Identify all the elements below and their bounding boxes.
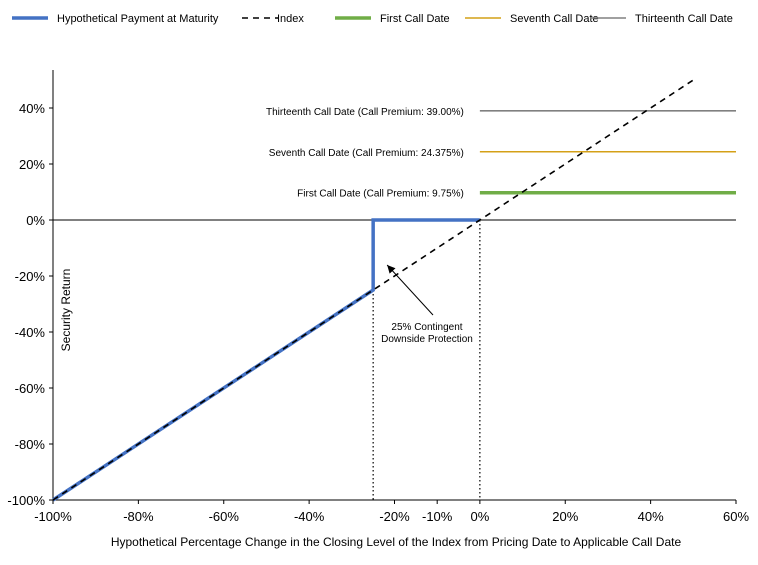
y-tick-label: -60% bbox=[15, 381, 46, 396]
legend: Hypothetical Payment at Maturity Index Fir… bbox=[12, 13, 733, 25]
legend-thirteenth-call-date-label: Thirteenth Call Date bbox=[635, 13, 733, 25]
y-tick-label: -20% bbox=[15, 269, 46, 284]
annotation-arrow bbox=[386, 264, 434, 316]
index-line bbox=[52, 79, 694, 501]
x-tick-label: -10% bbox=[422, 509, 453, 524]
x-tick-label: -20% bbox=[379, 509, 410, 524]
x-axis-title: Hypothetical Percentage Change in the Cl… bbox=[111, 535, 682, 549]
x-axis-ticks: -100% -80% -60% -40% -20% -10% 0% 20% 40% 60% bbox=[34, 500, 749, 524]
x-tick-label: 20% bbox=[552, 509, 578, 524]
x-tick-label: 40% bbox=[638, 509, 664, 524]
y-tick-label: -100% bbox=[7, 493, 45, 508]
annotation-arrowhead bbox=[387, 265, 396, 274]
x-tick-label: 60% bbox=[723, 509, 749, 524]
annotation-text: 25% Contingent bbox=[391, 322, 462, 333]
y-tick-label: -40% bbox=[15, 325, 46, 340]
legend-seventh-call-date-label: Seventh Call Date bbox=[510, 13, 599, 25]
legend-first-call-date-label: First Call Date bbox=[380, 13, 450, 25]
y-tick-label: 0% bbox=[26, 213, 45, 228]
legend-index-label: Index bbox=[277, 13, 304, 25]
call-date-label: Thirteenth Call Date (Call Premium: 39.0… bbox=[266, 107, 464, 118]
y-tick-label: 20% bbox=[19, 157, 45, 172]
y-tick-label: -80% bbox=[15, 437, 46, 452]
plot-area: Thirteenth Call Date (Call Premium: 39.0… bbox=[52, 70, 736, 502]
call-date-label: Seventh Call Date (Call Premium: 24.375%… bbox=[269, 148, 464, 159]
x-tick-label: 0% bbox=[470, 509, 489, 524]
legend-payment-at-maturity-label: Hypothetical Payment at Maturity bbox=[57, 13, 219, 25]
x-tick-label: -60% bbox=[209, 509, 240, 524]
x-tick-label: -40% bbox=[294, 509, 325, 524]
annotation-text: Downside Protection bbox=[381, 334, 473, 345]
x-tick-label: -80% bbox=[123, 509, 154, 524]
y-axis-ticks: 40% 20% 0% -20% -40% -60% -80% -100% bbox=[7, 101, 53, 508]
x-tick-label: -100% bbox=[34, 509, 72, 524]
call-date-label: First Call Date (Call Premium: 9.75%) bbox=[297, 189, 464, 200]
y-axis-title: Security Return bbox=[59, 269, 73, 352]
y-tick-label: 40% bbox=[19, 101, 45, 116]
